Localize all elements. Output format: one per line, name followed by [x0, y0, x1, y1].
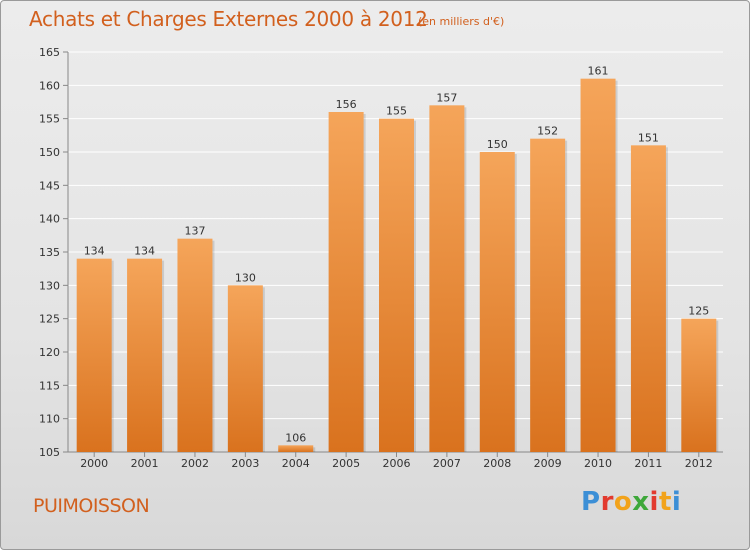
proxiti-logo: Proxiti — [581, 487, 681, 517]
bar-value-label: 106 — [285, 431, 306, 444]
y-tick-label: 125 — [39, 313, 60, 326]
bar-value-label: 134 — [84, 245, 105, 258]
bar — [429, 105, 465, 452]
bar-value-label: 152 — [537, 125, 558, 138]
y-tick-label: 150 — [39, 146, 60, 159]
logo-letter: P — [581, 487, 601, 517]
bar — [479, 152, 515, 452]
bar-value-label: 161 — [588, 65, 609, 78]
bar — [278, 445, 314, 452]
x-tick-label: 2005 — [332, 457, 360, 470]
x-tick-label: 2002 — [181, 457, 209, 470]
x-tick-label: 2004 — [282, 457, 310, 470]
bar — [227, 285, 263, 452]
logo-letter: t — [658, 487, 672, 517]
bar-value-label: 157 — [436, 91, 457, 104]
bar — [580, 78, 616, 453]
y-tick-label: 120 — [39, 346, 60, 359]
bar — [76, 258, 112, 452]
bar — [177, 238, 213, 452]
commune-name: PUIMOISSON — [33, 495, 150, 517]
logo-letter: i — [649, 487, 659, 517]
bar-value-label: 137 — [184, 225, 205, 238]
bar — [630, 145, 666, 453]
x-tick-label: 2008 — [483, 457, 511, 470]
bar-value-label: 155 — [386, 105, 407, 118]
bar-value-label: 151 — [638, 131, 659, 144]
chart-subtitle: (en milliers d'€) — [418, 15, 505, 28]
bar-value-label: 125 — [688, 305, 709, 318]
bar — [530, 138, 566, 452]
bar — [379, 118, 414, 453]
bar-value-label: 134 — [134, 245, 155, 258]
x-tick-label: 2000 — [80, 457, 108, 470]
y-tick-label: 135 — [39, 246, 60, 259]
x-tick-label: 2007 — [433, 457, 461, 470]
bar-value-label: 130 — [235, 271, 256, 284]
x-tick-label: 2003 — [231, 457, 259, 470]
y-tick-label: 110 — [39, 413, 60, 426]
y-tick-label: 140 — [39, 213, 60, 226]
chart-title: Achats et Charges Externes 2000 à 2012 — [29, 7, 428, 31]
x-tick-label: 2012 — [685, 457, 713, 470]
x-tick-label: 2006 — [383, 457, 411, 470]
y-tick-label: 130 — [39, 279, 60, 292]
bar — [328, 112, 364, 452]
y-tick-label: 155 — [39, 113, 60, 126]
x-tick-label: 2011 — [634, 457, 662, 470]
x-tick-label: 2010 — [584, 457, 612, 470]
bar — [681, 318, 717, 452]
logo-letter: x — [632, 487, 650, 517]
logo-letter: o — [613, 487, 633, 517]
y-tick-label: 160 — [39, 79, 60, 92]
y-tick-label: 165 — [39, 46, 60, 59]
y-tick-label: 105 — [39, 446, 60, 459]
y-tick-label: 115 — [39, 379, 60, 392]
y-tick-label: 145 — [39, 179, 60, 192]
logo-letter: r — [600, 487, 614, 517]
logo-letter: i — [671, 487, 682, 517]
x-tick-label: 2001 — [131, 457, 159, 470]
bar-value-label: 150 — [487, 138, 508, 151]
bar-value-label: 156 — [336, 98, 357, 111]
x-tick-label: 2009 — [534, 457, 562, 470]
bar — [127, 258, 163, 452]
